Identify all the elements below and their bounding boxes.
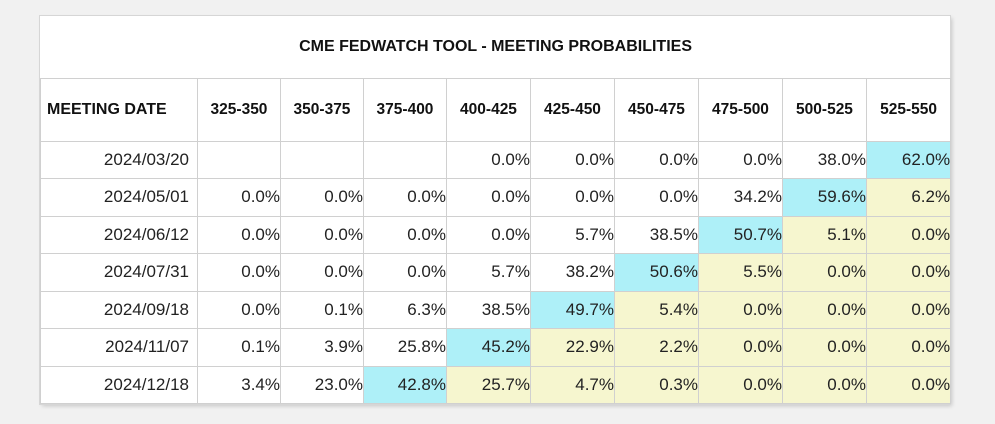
probability-cell: 0.1% bbox=[197, 328, 281, 367]
probability-cell: 4.7% bbox=[530, 365, 615, 404]
probability-table: CME FEDWATCH TOOL - MEETING PROBABILITIE… bbox=[40, 16, 952, 404]
header-range: 350-375 bbox=[280, 77, 364, 142]
probability-cell: 59.6% bbox=[782, 178, 867, 217]
header-range: 425-450 bbox=[530, 77, 615, 142]
probability-cell: 2.2% bbox=[614, 328, 699, 367]
header-row: MEETING DATE 325-350 350-375 375-400 400… bbox=[40, 77, 952, 142]
probability-cell: 0.0% bbox=[865, 215, 952, 254]
probability-cell: 38.2% bbox=[530, 253, 615, 292]
probability-cell: 0.0% bbox=[197, 253, 281, 292]
probability-cell: 3.4% bbox=[197, 365, 281, 404]
probability-cell: 38.5% bbox=[446, 290, 531, 329]
meeting-date-cell: 2024/05/01 bbox=[40, 178, 198, 217]
probability-cell: 0.0% bbox=[865, 328, 952, 367]
probability-cell: 0.0% bbox=[530, 140, 615, 179]
probability-cell: 0.0% bbox=[197, 215, 281, 254]
header-meeting-date: MEETING DATE bbox=[40, 77, 198, 142]
table-row: 2024/05/01 0.0% 0.0% 0.0% 0.0% 0.0% 0.0% 34.2% 5… bbox=[40, 178, 952, 217]
table-body: 2024/03/20 0.0% 0.0% 0.0% 0.0% 38.0% 62.0% 2024… bbox=[40, 140, 952, 404]
probability-cell: 5.4% bbox=[614, 290, 699, 329]
probability-cell: 0.0% bbox=[363, 253, 447, 292]
probability-cell: 5.1% bbox=[782, 215, 867, 254]
probability-cell: 0.0% bbox=[614, 140, 699, 179]
probability-cell: 0.0% bbox=[865, 290, 952, 329]
probability-cell: 0.0% bbox=[698, 290, 783, 329]
probability-cell: 0.0% bbox=[446, 215, 531, 254]
probability-cell: 5.5% bbox=[698, 253, 783, 292]
probability-cell: 45.2% bbox=[446, 328, 531, 367]
header-range: 375-400 bbox=[363, 77, 447, 142]
probability-cell: 0.0% bbox=[782, 290, 867, 329]
probability-cell: 0.0% bbox=[865, 253, 952, 292]
header-range: 475-500 bbox=[698, 77, 783, 142]
probability-cell: 0.0% bbox=[363, 215, 447, 254]
probability-cell: 0.0% bbox=[614, 178, 699, 217]
probability-cell: 0.1% bbox=[280, 290, 364, 329]
probability-cell: 6.2% bbox=[865, 178, 952, 217]
probability-cell: 42.8% bbox=[363, 365, 447, 404]
header-range: 450-475 bbox=[614, 77, 699, 142]
probability-cell: 0.0% bbox=[363, 178, 447, 217]
table-row: 2024/07/31 0.0% 0.0% 0.0% 5.7% 38.2% 50.6% 5.5%… bbox=[40, 253, 952, 292]
probability-cell: 0.0% bbox=[280, 253, 364, 292]
header-range: 500-525 bbox=[782, 77, 867, 142]
probability-cell: 0.0% bbox=[197, 290, 281, 329]
probability-cell: 50.7% bbox=[698, 215, 783, 254]
probability-cell: 0.0% bbox=[530, 178, 615, 217]
probability-cell: 0.0% bbox=[280, 215, 364, 254]
probability-cell: 0.0% bbox=[698, 365, 783, 404]
probability-panel: CME FEDWATCH TOOL - MEETING PROBABILITIE… bbox=[40, 16, 952, 404]
probability-cell: 0.0% bbox=[280, 178, 364, 217]
probability-cell: 0.3% bbox=[614, 365, 699, 404]
probability-cell: 34.2% bbox=[698, 178, 783, 217]
meeting-date-cell: 2024/06/12 bbox=[40, 215, 198, 254]
probability-cell: 23.0% bbox=[280, 365, 364, 404]
table-row: 2024/12/18 3.4% 23.0% 42.8% 25.7% 4.7% 0.3% 0.0… bbox=[40, 365, 952, 404]
header-range: 525-550 bbox=[865, 77, 952, 142]
table-row: 2024/06/12 0.0% 0.0% 0.0% 0.0% 5.7% 38.5% 50.7%… bbox=[40, 215, 952, 254]
meeting-date-cell: 2024/09/18 bbox=[40, 290, 198, 329]
probability-cell: 6.3% bbox=[363, 290, 447, 329]
probability-cell: 38.0% bbox=[782, 140, 867, 179]
probability-cell: 0.0% bbox=[782, 328, 867, 367]
probability-cell: 22.9% bbox=[530, 328, 615, 367]
probability-cell: 5.7% bbox=[446, 253, 531, 292]
probability-cell bbox=[280, 140, 364, 179]
meeting-date-cell: 2024/07/31 bbox=[40, 253, 198, 292]
probability-cell: 0.0% bbox=[698, 328, 783, 367]
probability-cell: 62.0% bbox=[865, 140, 952, 179]
probability-cell: 3.9% bbox=[280, 328, 364, 367]
probability-cell: 0.0% bbox=[865, 365, 952, 404]
probability-cell: 0.0% bbox=[197, 178, 281, 217]
probability-cell bbox=[363, 140, 447, 179]
table-title: CME FEDWATCH TOOL - MEETING PROBABILITIE… bbox=[40, 16, 951, 79]
table-row: 2024/03/20 0.0% 0.0% 0.0% 0.0% 38.0% 62.0% bbox=[40, 140, 952, 179]
probability-cell: 0.0% bbox=[782, 365, 867, 404]
probability-cell: 0.0% bbox=[446, 140, 531, 179]
meeting-date-cell: 2024/03/20 bbox=[40, 140, 198, 179]
meeting-date-cell: 2024/12/18 bbox=[40, 365, 198, 404]
probability-cell: 25.8% bbox=[363, 328, 447, 367]
table-row: 2024/09/18 0.0% 0.1% 6.3% 38.5% 49.7% 5.4% 0.0%… bbox=[40, 290, 952, 329]
probability-cell bbox=[197, 140, 281, 179]
header-range: 325-350 bbox=[197, 77, 281, 142]
table-row: 2024/11/07 0.1% 3.9% 25.8% 45.2% 22.9% 2.2% 0.0… bbox=[40, 328, 952, 367]
probability-cell: 38.5% bbox=[614, 215, 699, 254]
probability-cell: 0.0% bbox=[698, 140, 783, 179]
header-range: 400-425 bbox=[446, 77, 531, 142]
probability-cell: 5.7% bbox=[530, 215, 615, 254]
probability-cell: 0.0% bbox=[446, 178, 531, 217]
meeting-date-cell: 2024/11/07 bbox=[40, 328, 198, 367]
probability-cell: 50.6% bbox=[614, 253, 699, 292]
probability-cell: 0.0% bbox=[782, 253, 867, 292]
probability-cell: 49.7% bbox=[530, 290, 615, 329]
probability-cell: 25.7% bbox=[446, 365, 531, 404]
